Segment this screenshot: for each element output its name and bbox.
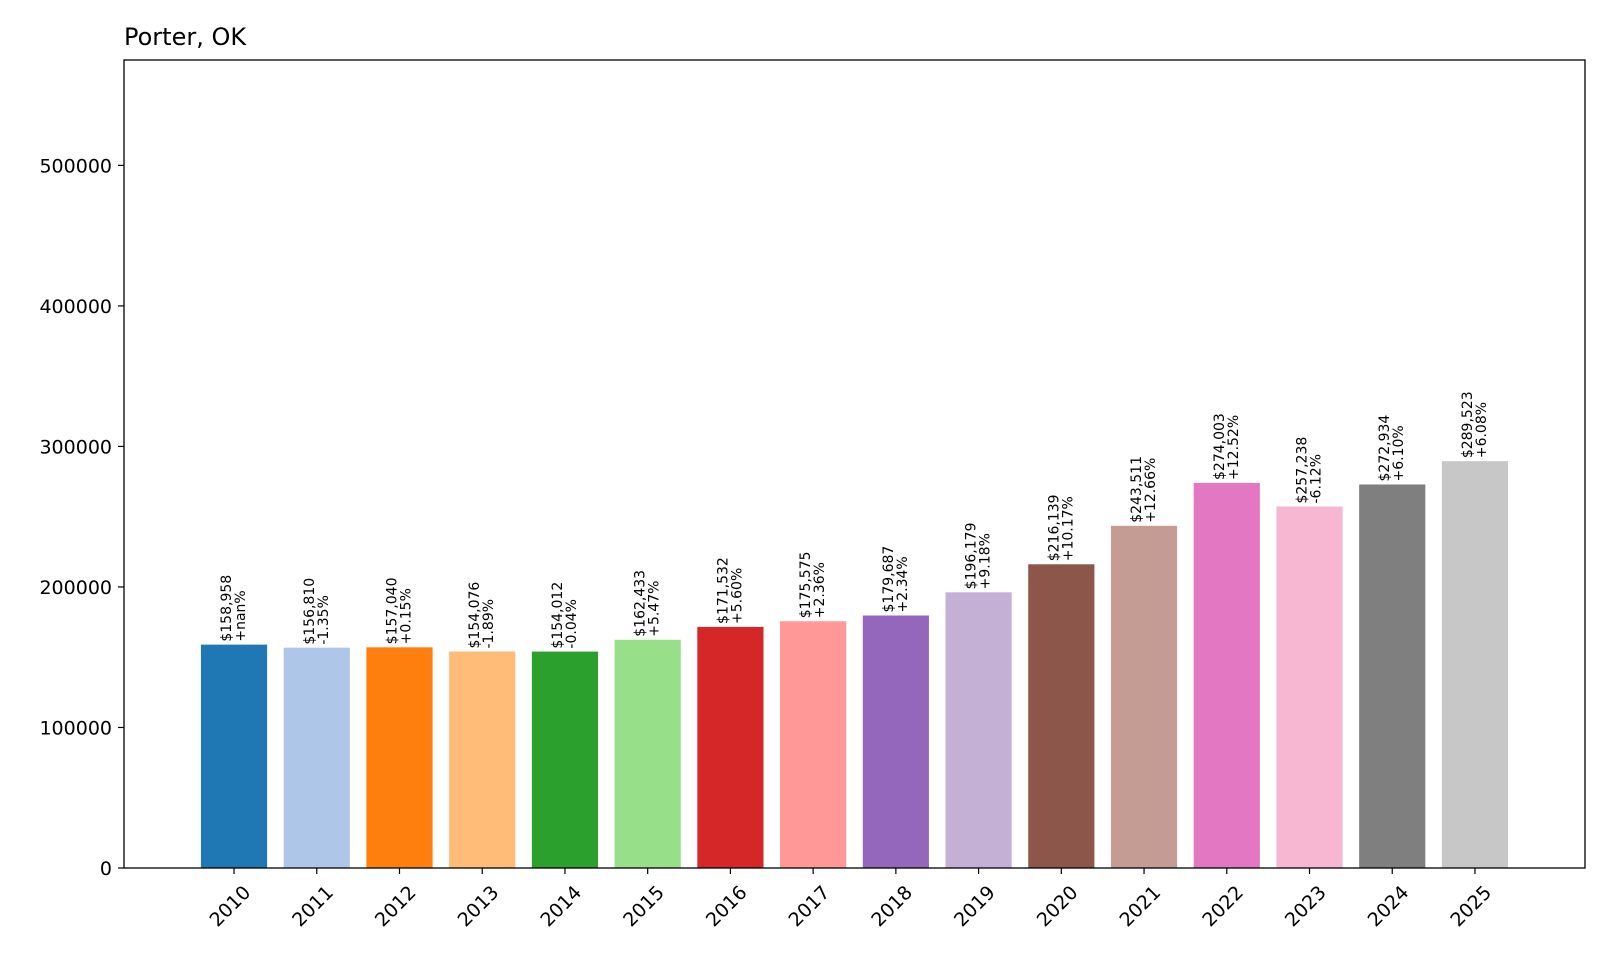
bar-value-text: $257,238: [1295, 437, 1311, 504]
bar-value-label-2021: $243,511+12.66%: [1129, 456, 1159, 523]
bar-value-label-2016: $171,532+5.60%: [715, 557, 745, 624]
bar-value-text: $162,433: [633, 570, 649, 637]
bar-2024: [1359, 484, 1426, 868]
bar-2022: [1193, 482, 1260, 868]
bar-value-text: $154,012: [550, 582, 566, 649]
x-tick-label-2016: 2016: [702, 882, 752, 932]
bar-change-text: +10.17%: [1060, 496, 1076, 561]
x-tick-label-2022: 2022: [1198, 882, 1248, 932]
bar-change-text: +5.60%: [729, 568, 745, 624]
y-tick-label-200000: 200000: [39, 577, 112, 599]
y-tick-label-0: 0: [100, 858, 112, 880]
bar-2015: [614, 639, 681, 868]
bar-2018: [862, 615, 929, 868]
bar-value-label-2023: $257,238-6.12%: [1295, 437, 1325, 504]
x-tick-label-2018: 2018: [867, 882, 917, 932]
bar-change-text: +0.15%: [398, 588, 414, 644]
bar-2020: [1028, 564, 1095, 868]
x-tick-label-2015: 2015: [619, 882, 669, 932]
bar-change-text: +2.36%: [812, 562, 828, 618]
bar-change-text: -1.35%: [316, 595, 332, 645]
bar-value-text: $196,179: [964, 523, 980, 590]
x-tick-label-2025: 2025: [1446, 882, 1496, 932]
bar-value-label-2012: $157,040+0.15%: [384, 578, 414, 645]
y-axis: 0 100000 200000 300000 400000 500000: [39, 155, 124, 880]
bar-change-text: -0.04%: [564, 599, 580, 649]
bar-value-text: $243,511: [1129, 456, 1145, 523]
bar-2025: [1441, 461, 1509, 868]
bar-value-label-2010: $158,958+nan%: [219, 575, 249, 642]
bar-value-text: $216,139: [1046, 494, 1062, 561]
bar-2021: [1110, 525, 1178, 868]
x-tick-label-2021: 2021: [1115, 882, 1165, 932]
bar-value-label-2024: $272,934+6.10%: [1377, 415, 1407, 482]
bar-value-label-2019: $196,179+9.18%: [964, 523, 994, 590]
x-tick-label-2010: 2010: [205, 882, 255, 932]
chart-title: Porter, OK: [124, 23, 247, 51]
plot-frame: [123, 59, 1586, 869]
x-tick-label-2013: 2013: [454, 882, 504, 932]
bar-value-label-2020: $216,139+10.17%: [1046, 494, 1076, 561]
bar-value-label-2018: $179,687+2.34%: [881, 546, 911, 613]
y-tick-label-400000: 400000: [39, 296, 112, 318]
bar-2019: [945, 592, 1012, 868]
bar-value-text: $272,934: [1377, 415, 1393, 482]
x-tick-label-2014: 2014: [536, 882, 586, 932]
y-tick-label-300000: 300000: [39, 436, 112, 458]
bar-2012: [366, 647, 433, 868]
bar-value-label-2011: $156,810-1.35%: [302, 578, 332, 645]
bar-value-text: $171,532: [715, 557, 731, 624]
bar-value-label-2017: $175,575+2.36%: [798, 551, 828, 618]
bar-2014: [531, 651, 599, 868]
bar-value-label-2015: $162,433+5.47%: [633, 570, 663, 637]
x-tick-label-2011: 2011: [288, 882, 338, 932]
bar-value-text: $157,040: [384, 578, 400, 645]
bar-change-text: +12.52%: [1226, 415, 1242, 480]
bar-value-text: $158,958: [219, 575, 235, 642]
x-tick-label-2023: 2023: [1281, 882, 1331, 932]
bar-value-text: $175,575: [798, 551, 814, 618]
bar-value-text: $156,810: [302, 578, 318, 645]
bar-value-label-2013: $154,076-1.89%: [467, 582, 497, 649]
bar-2016: [697, 626, 764, 868]
y-tick-label-100000: 100000: [39, 717, 112, 739]
x-tick-label-2020: 2020: [1033, 882, 1083, 932]
bar-2011: [283, 647, 350, 868]
bar-2017: [780, 621, 847, 868]
x-tick-label-2019: 2019: [950, 882, 1000, 932]
bar-change-text: +6.08%: [1474, 402, 1490, 458]
bar-change-text: +2.34%: [895, 556, 911, 612]
bar-value-label-2025: $289,523+6.08%: [1460, 391, 1490, 458]
bar-2023: [1276, 506, 1343, 868]
bar-change-text: +9.18%: [978, 533, 994, 589]
bar-value-text: $289,523: [1460, 391, 1476, 458]
bars-group: [200, 461, 1509, 868]
bar-change-text: -6.12%: [1309, 454, 1325, 504]
bar-value-text: $154,076: [467, 582, 483, 649]
bar-labels-group: $158,958+nan% $156,810-1.35% $157,040+0.15…: [219, 391, 1490, 648]
bar-value-label-2022: $274,003+12.52%: [1212, 413, 1242, 480]
x-tick-label-2012: 2012: [371, 882, 421, 932]
x-axis: 2010 2011 2012 2013 2014 2015 2016 2017 2018 2019…: [205, 868, 1496, 931]
bar-2013: [449, 651, 516, 868]
bar-change-text: +6.10%: [1391, 425, 1407, 481]
x-tick-label-2017: 2017: [785, 882, 835, 932]
bar-change-text: +nan%: [233, 590, 249, 641]
y-tick-label-500000: 500000: [39, 155, 112, 177]
bar-change-text: +5.47%: [647, 581, 663, 637]
x-tick-label-2024: 2024: [1364, 882, 1414, 932]
bar-change-text: +12.66%: [1143, 458, 1159, 523]
bar-2010: [200, 644, 268, 868]
bar-value-label-2014: $154,012-0.04%: [550, 582, 580, 649]
bar-change-text: -1.89%: [481, 599, 497, 649]
bar-value-text: $179,687: [881, 546, 897, 613]
bar-value-text: $274,003: [1212, 413, 1228, 480]
